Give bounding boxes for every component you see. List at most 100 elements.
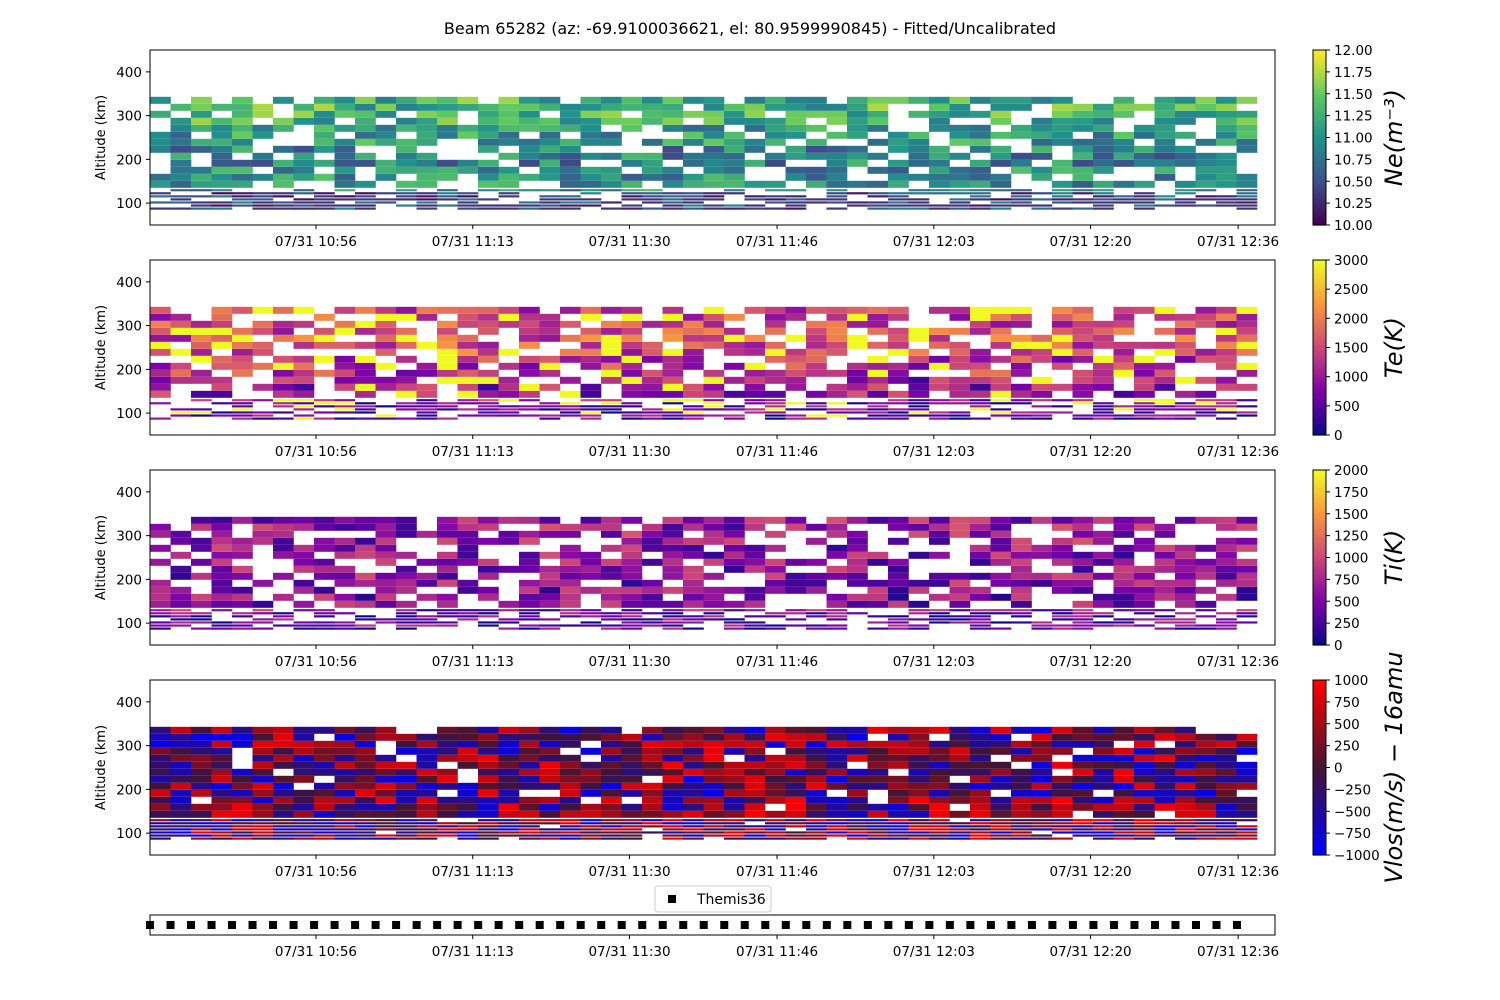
vlos-cell [1052, 831, 1073, 834]
ti-cell [560, 558, 581, 566]
vlos-cell [949, 828, 971, 831]
ti-cell [806, 615, 827, 618]
te-cell [355, 327, 376, 335]
ne-cell [621, 189, 643, 192]
vlos-cell [334, 754, 356, 762]
ne-cell [416, 124, 438, 132]
te-cell [498, 313, 520, 321]
ne-cell [191, 173, 212, 181]
ne-cell [621, 204, 643, 207]
ti-cell [1195, 565, 1217, 573]
te-cell [252, 327, 274, 335]
ti-ytick-label: 300 [116, 529, 142, 545]
ti-cell [211, 516, 233, 524]
vlos-cell [826, 828, 848, 831]
ne-cell [1072, 180, 1094, 188]
ti-cell [683, 565, 704, 573]
ne-cell [949, 192, 971, 195]
vlos-cell [662, 828, 684, 831]
ti-cell [683, 609, 704, 612]
vlos-cell [1175, 782, 1196, 790]
vlos-cell [970, 789, 991, 797]
ne-cell [1093, 189, 1114, 192]
ti-cell [806, 537, 827, 545]
ti-cell [580, 558, 602, 566]
ne-cell [375, 138, 397, 146]
te-cell [1113, 313, 1135, 321]
vlos-cell [211, 782, 233, 790]
vlos-cell [744, 819, 766, 822]
vlos-cell [416, 796, 438, 804]
ti-cell [498, 565, 520, 573]
ti-cell [785, 618, 807, 621]
vlos-cell [949, 831, 971, 834]
ne-cell [847, 180, 868, 188]
vlos-cell [273, 834, 294, 837]
te-cell [847, 376, 868, 384]
vlos-cell [765, 768, 786, 776]
vlos-cell [990, 733, 1012, 741]
ti-cell [416, 618, 438, 621]
te-cell [662, 376, 684, 384]
ti-cell [744, 558, 766, 566]
ne-cell [929, 189, 950, 192]
ne-colorbar-strip [1313, 79, 1326, 83]
ne-cell [498, 192, 520, 195]
themis-marker [740, 921, 749, 929]
vlos-cell [211, 726, 233, 734]
te-colorbar-strip [1313, 268, 1326, 273]
ne-colorbar-strip [1313, 166, 1326, 171]
ne-colorbar-tick-label: 10.50 [1334, 174, 1373, 190]
ti-colorbar-strip [1313, 490, 1326, 494]
ne-cell [498, 204, 520, 207]
ti-cell [1072, 530, 1094, 538]
ti-cell [744, 544, 766, 552]
ne-cell [211, 152, 233, 160]
vlos-cell [191, 825, 212, 828]
ne-cell [1052, 189, 1073, 192]
ti-cell [314, 516, 335, 524]
te-cell [211, 320, 233, 328]
te-cell [478, 341, 499, 349]
te-colorbar-strip [1313, 411, 1326, 416]
ti-cell [580, 523, 602, 531]
ne-cell [662, 138, 684, 146]
vlos-colorbar-strip [1313, 852, 1326, 856]
vlos-cell [1093, 822, 1114, 825]
vlos-cell [293, 825, 315, 828]
vlos-cell [580, 768, 602, 776]
ne-cell [662, 96, 684, 104]
ti-cell [150, 558, 171, 566]
te-cell [355, 355, 376, 363]
te-cell [580, 306, 602, 314]
ne-cell [662, 207, 684, 210]
ne-cell [826, 166, 848, 174]
vlos-cell [252, 761, 274, 769]
vlos-cell [724, 789, 745, 797]
ti-cell [293, 523, 315, 531]
te-colorbar-strip [1313, 367, 1326, 372]
ti-cell [1052, 586, 1073, 594]
ne-cell [601, 173, 622, 181]
ti-cell [642, 612, 663, 615]
ti-colorbar-strip [1313, 618, 1326, 623]
te-cell [929, 417, 950, 420]
vlos-cell [150, 782, 171, 790]
vlos-cell [1154, 796, 1176, 804]
ne-cell [1052, 103, 1073, 111]
ne-cell [1216, 138, 1237, 146]
te-colorbar-strip [1313, 303, 1326, 308]
te-cell [293, 334, 315, 342]
ti-cell [375, 621, 397, 624]
ne-cell [232, 117, 253, 125]
ti-cell [560, 600, 581, 608]
te-cell [683, 334, 704, 342]
ti-cell [334, 621, 356, 624]
ti-cell [437, 572, 458, 580]
vlos-cell [232, 796, 253, 804]
ti-cell [539, 572, 561, 580]
ne-cell [1093, 192, 1114, 195]
te-cell [150, 320, 171, 328]
vlos-cell [1236, 747, 1258, 755]
